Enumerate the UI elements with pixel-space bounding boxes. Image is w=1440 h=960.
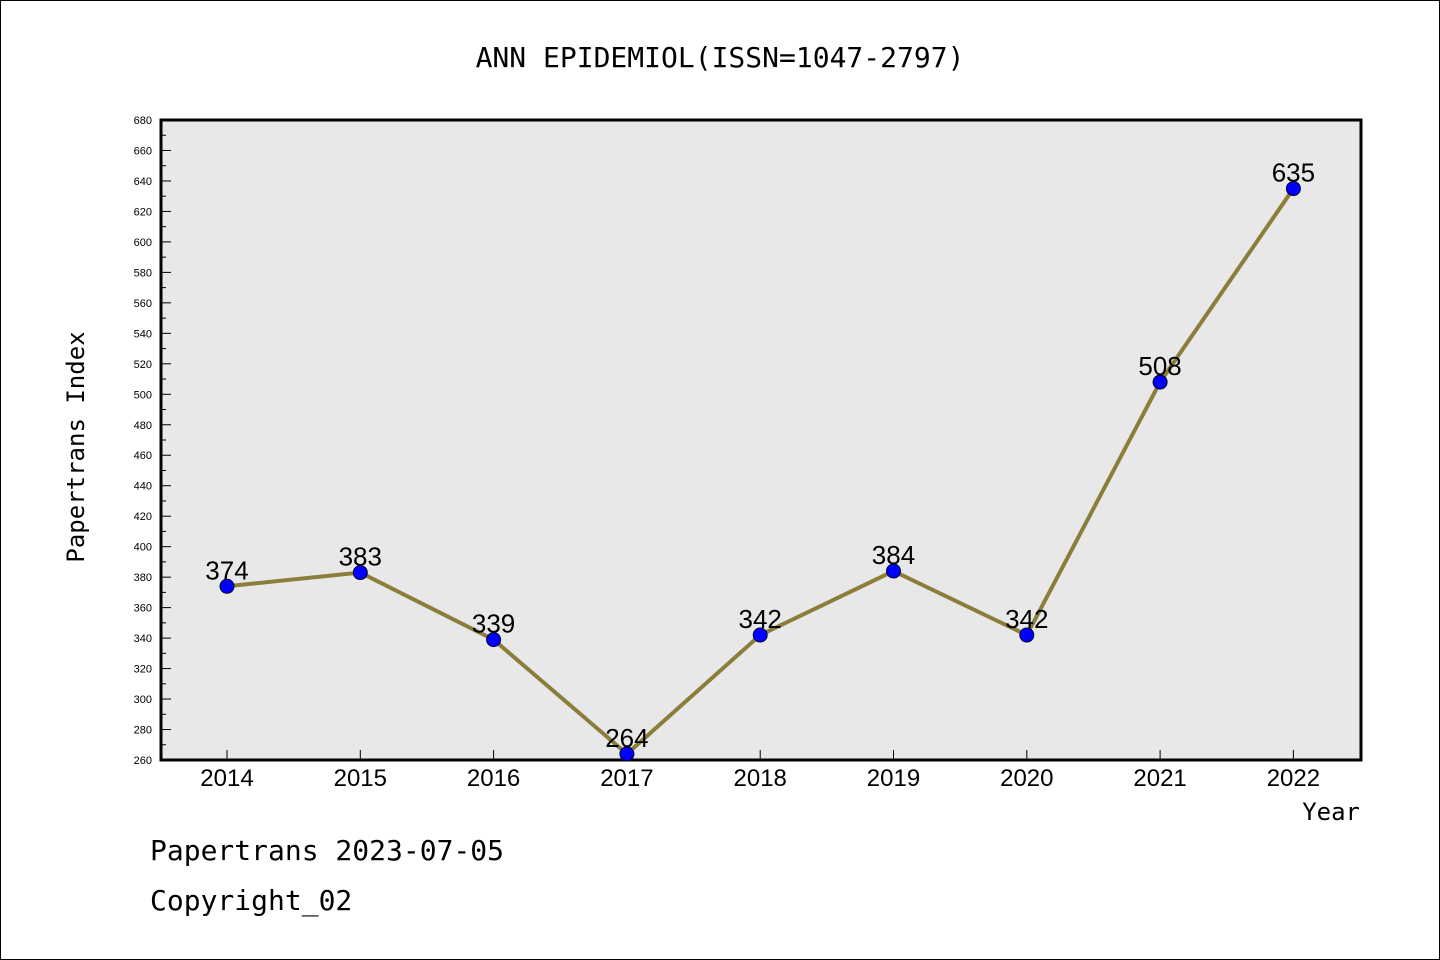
x-tick-label: 2016 (467, 765, 520, 792)
data-point (1019, 627, 1035, 643)
data-label: 384 (872, 540, 915, 570)
x-tick-label: 2015 (334, 765, 387, 792)
y-tick-label: 420 (134, 511, 152, 523)
data-labels: 374 383 339 264 342 384 342 508 635 (205, 158, 1315, 753)
x-tick-label: 2020 (1000, 765, 1053, 792)
x-axis: 2014 2015 2016 2017 2018 2019 2020 2021 2022 (200, 750, 1320, 792)
data-label: 264 (605, 723, 648, 753)
y-tick-label: 260 (134, 755, 152, 767)
y-tick-label: 580 (134, 267, 152, 279)
y-tick-label: 360 (134, 603, 152, 615)
data-label: 342 (739, 604, 782, 634)
y-tick-label: 300 (134, 694, 152, 706)
y-tick-label: 440 (134, 481, 152, 493)
footer-copyright: Copyright_02 (150, 884, 353, 917)
data-point (886, 563, 901, 579)
y-tick-label: 340 (134, 633, 152, 645)
data-point (752, 627, 768, 643)
x-tick-label: 2018 (734, 765, 787, 792)
y-tick-label: 600 (134, 237, 152, 249)
x-tick-label: 2022 (1267, 765, 1320, 792)
x-tick-label: 2019 (867, 765, 920, 792)
y-tick-label: 560 (134, 298, 152, 310)
data-point (352, 565, 368, 581)
y-axis-label: Papertrans Index (62, 331, 90, 562)
y-tick-label: 320 (134, 664, 152, 676)
y-tick-label: 680 (134, 115, 152, 127)
y-tick-label: 460 (134, 450, 152, 462)
x-axis-label: Year (1302, 798, 1360, 826)
data-point (1285, 181, 1301, 197)
y-tick-label: 280 (134, 725, 152, 737)
data-point (1152, 374, 1168, 390)
plot-area (159, 118, 1363, 762)
y-tick-label: 540 (134, 328, 152, 340)
y-tick-label: 620 (134, 206, 152, 218)
y-tick-label: 660 (134, 145, 152, 157)
data-label: 342 (1005, 604, 1048, 634)
y-tick-label: 500 (134, 389, 152, 401)
chart-title: ANN EPIDEMIOL(ISSN=1047-2797) (476, 41, 965, 74)
data-label: 635 (1272, 158, 1315, 188)
y-axis: 260 280 300 320 340 360 380 400 420 440 460 480 500 5… (134, 115, 171, 767)
x-tick-label: 2021 (1133, 765, 1186, 792)
series-markers (219, 181, 1301, 762)
data-label: 339 (472, 609, 515, 639)
y-tick-label: 380 (134, 572, 152, 584)
data-point (219, 578, 235, 594)
data-label: 383 (339, 542, 382, 572)
y-tick-label: 400 (134, 542, 152, 554)
y-tick-label: 480 (134, 420, 152, 432)
x-tick-label: 2014 (200, 765, 253, 792)
y-tick-label: 520 (134, 359, 152, 371)
data-point (619, 746, 635, 762)
x-tick-label: 2017 (600, 765, 653, 792)
data-label: 374 (205, 555, 248, 585)
y-tick-label: 640 (134, 176, 152, 188)
data-point (486, 632, 502, 648)
footer-date: Papertrans 2023-07-05 (150, 834, 505, 867)
data-label: 508 (1138, 351, 1181, 381)
